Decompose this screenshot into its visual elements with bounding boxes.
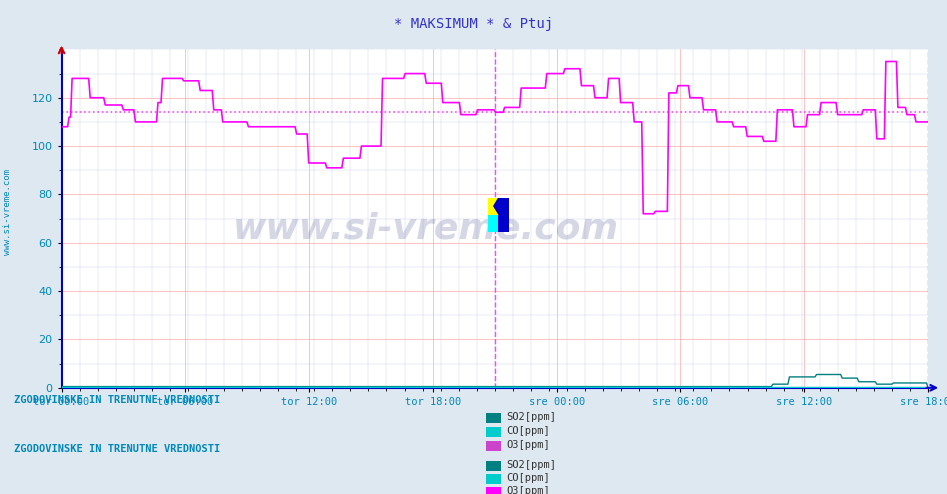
Polygon shape xyxy=(488,198,509,232)
Text: CO[ppm]: CO[ppm] xyxy=(507,426,550,436)
Text: www.si-vreme.com: www.si-vreme.com xyxy=(3,169,12,255)
Text: SO2[ppm]: SO2[ppm] xyxy=(507,412,557,422)
Text: www.si-vreme.com: www.si-vreme.com xyxy=(232,212,618,246)
Text: ZGODOVINSKE IN TRENUTNE VREDNOSTI: ZGODOVINSKE IN TRENUTNE VREDNOSTI xyxy=(14,444,221,454)
Bar xyxy=(498,215,509,232)
Text: SO2[ppm]: SO2[ppm] xyxy=(507,460,557,470)
Text: * MAKSIMUM * & Ptuj: * MAKSIMUM * & Ptuj xyxy=(394,17,553,31)
Text: CO[ppm]: CO[ppm] xyxy=(507,473,550,483)
Bar xyxy=(488,215,498,232)
Text: ZGODOVINSKE IN TRENUTNE VREDNOSTI: ZGODOVINSKE IN TRENUTNE VREDNOSTI xyxy=(14,395,221,405)
Polygon shape xyxy=(488,198,498,215)
Polygon shape xyxy=(488,215,498,232)
Text: O3[ppm]: O3[ppm] xyxy=(507,440,550,450)
Bar xyxy=(488,198,498,215)
Text: O3[ppm]: O3[ppm] xyxy=(507,486,550,494)
